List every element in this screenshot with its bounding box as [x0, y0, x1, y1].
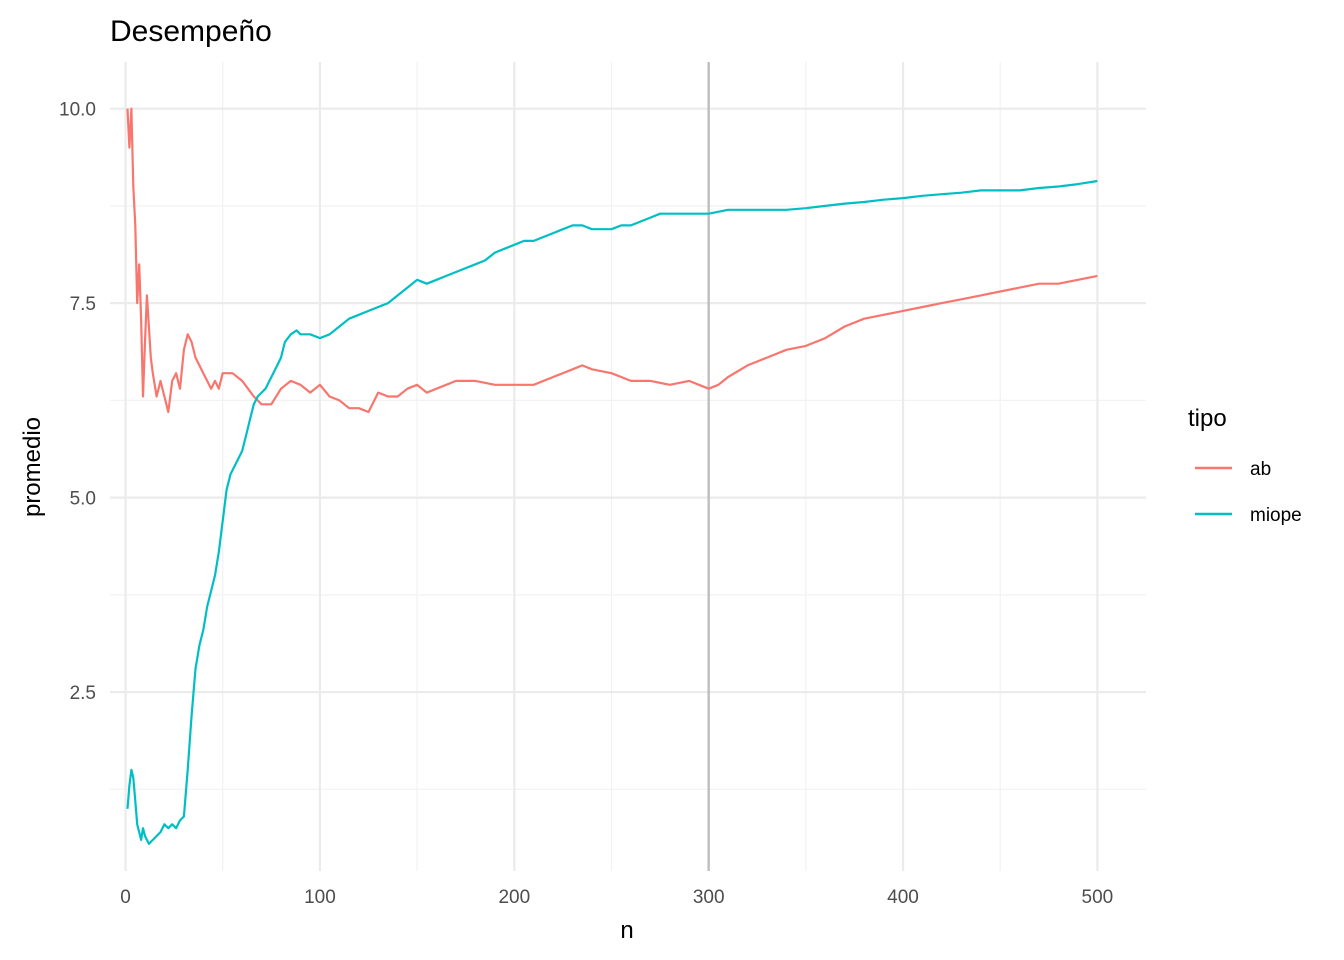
grid: [110, 62, 1146, 871]
x-tick-labels: 0 100 200 300 400 500: [120, 887, 1113, 908]
y-tick-label: 10.0: [59, 100, 96, 121]
x-tick-label: 0: [120, 887, 131, 908]
legend-title: tipo: [1188, 405, 1227, 432]
series-line-miope: [126, 179, 1098, 845]
chart-title: Desempeño: [110, 15, 272, 48]
x-tick-label: 100: [304, 887, 336, 908]
y-tick-label: 7.5: [70, 294, 96, 315]
legend: tipo ab miope: [1188, 405, 1302, 526]
x-tick-label: 500: [1082, 887, 1114, 908]
y-tick-label: 5.0: [70, 489, 96, 510]
y-tick-label: 2.5: [70, 683, 96, 704]
legend-label-ab: ab: [1250, 459, 1271, 480]
y-tick-labels: 2.5 5.0 7.5 10.0: [59, 100, 96, 704]
x-tick-label: 400: [887, 887, 919, 908]
x-tick-label: 300: [693, 887, 725, 908]
legend-label-miope: miope: [1250, 505, 1302, 526]
x-tick-label: 200: [498, 887, 530, 908]
y-axis-title: promedio: [19, 417, 46, 517]
x-axis-title: n: [620, 917, 633, 944]
series-lines: [126, 107, 1098, 845]
series-line-ab: [126, 107, 1098, 414]
